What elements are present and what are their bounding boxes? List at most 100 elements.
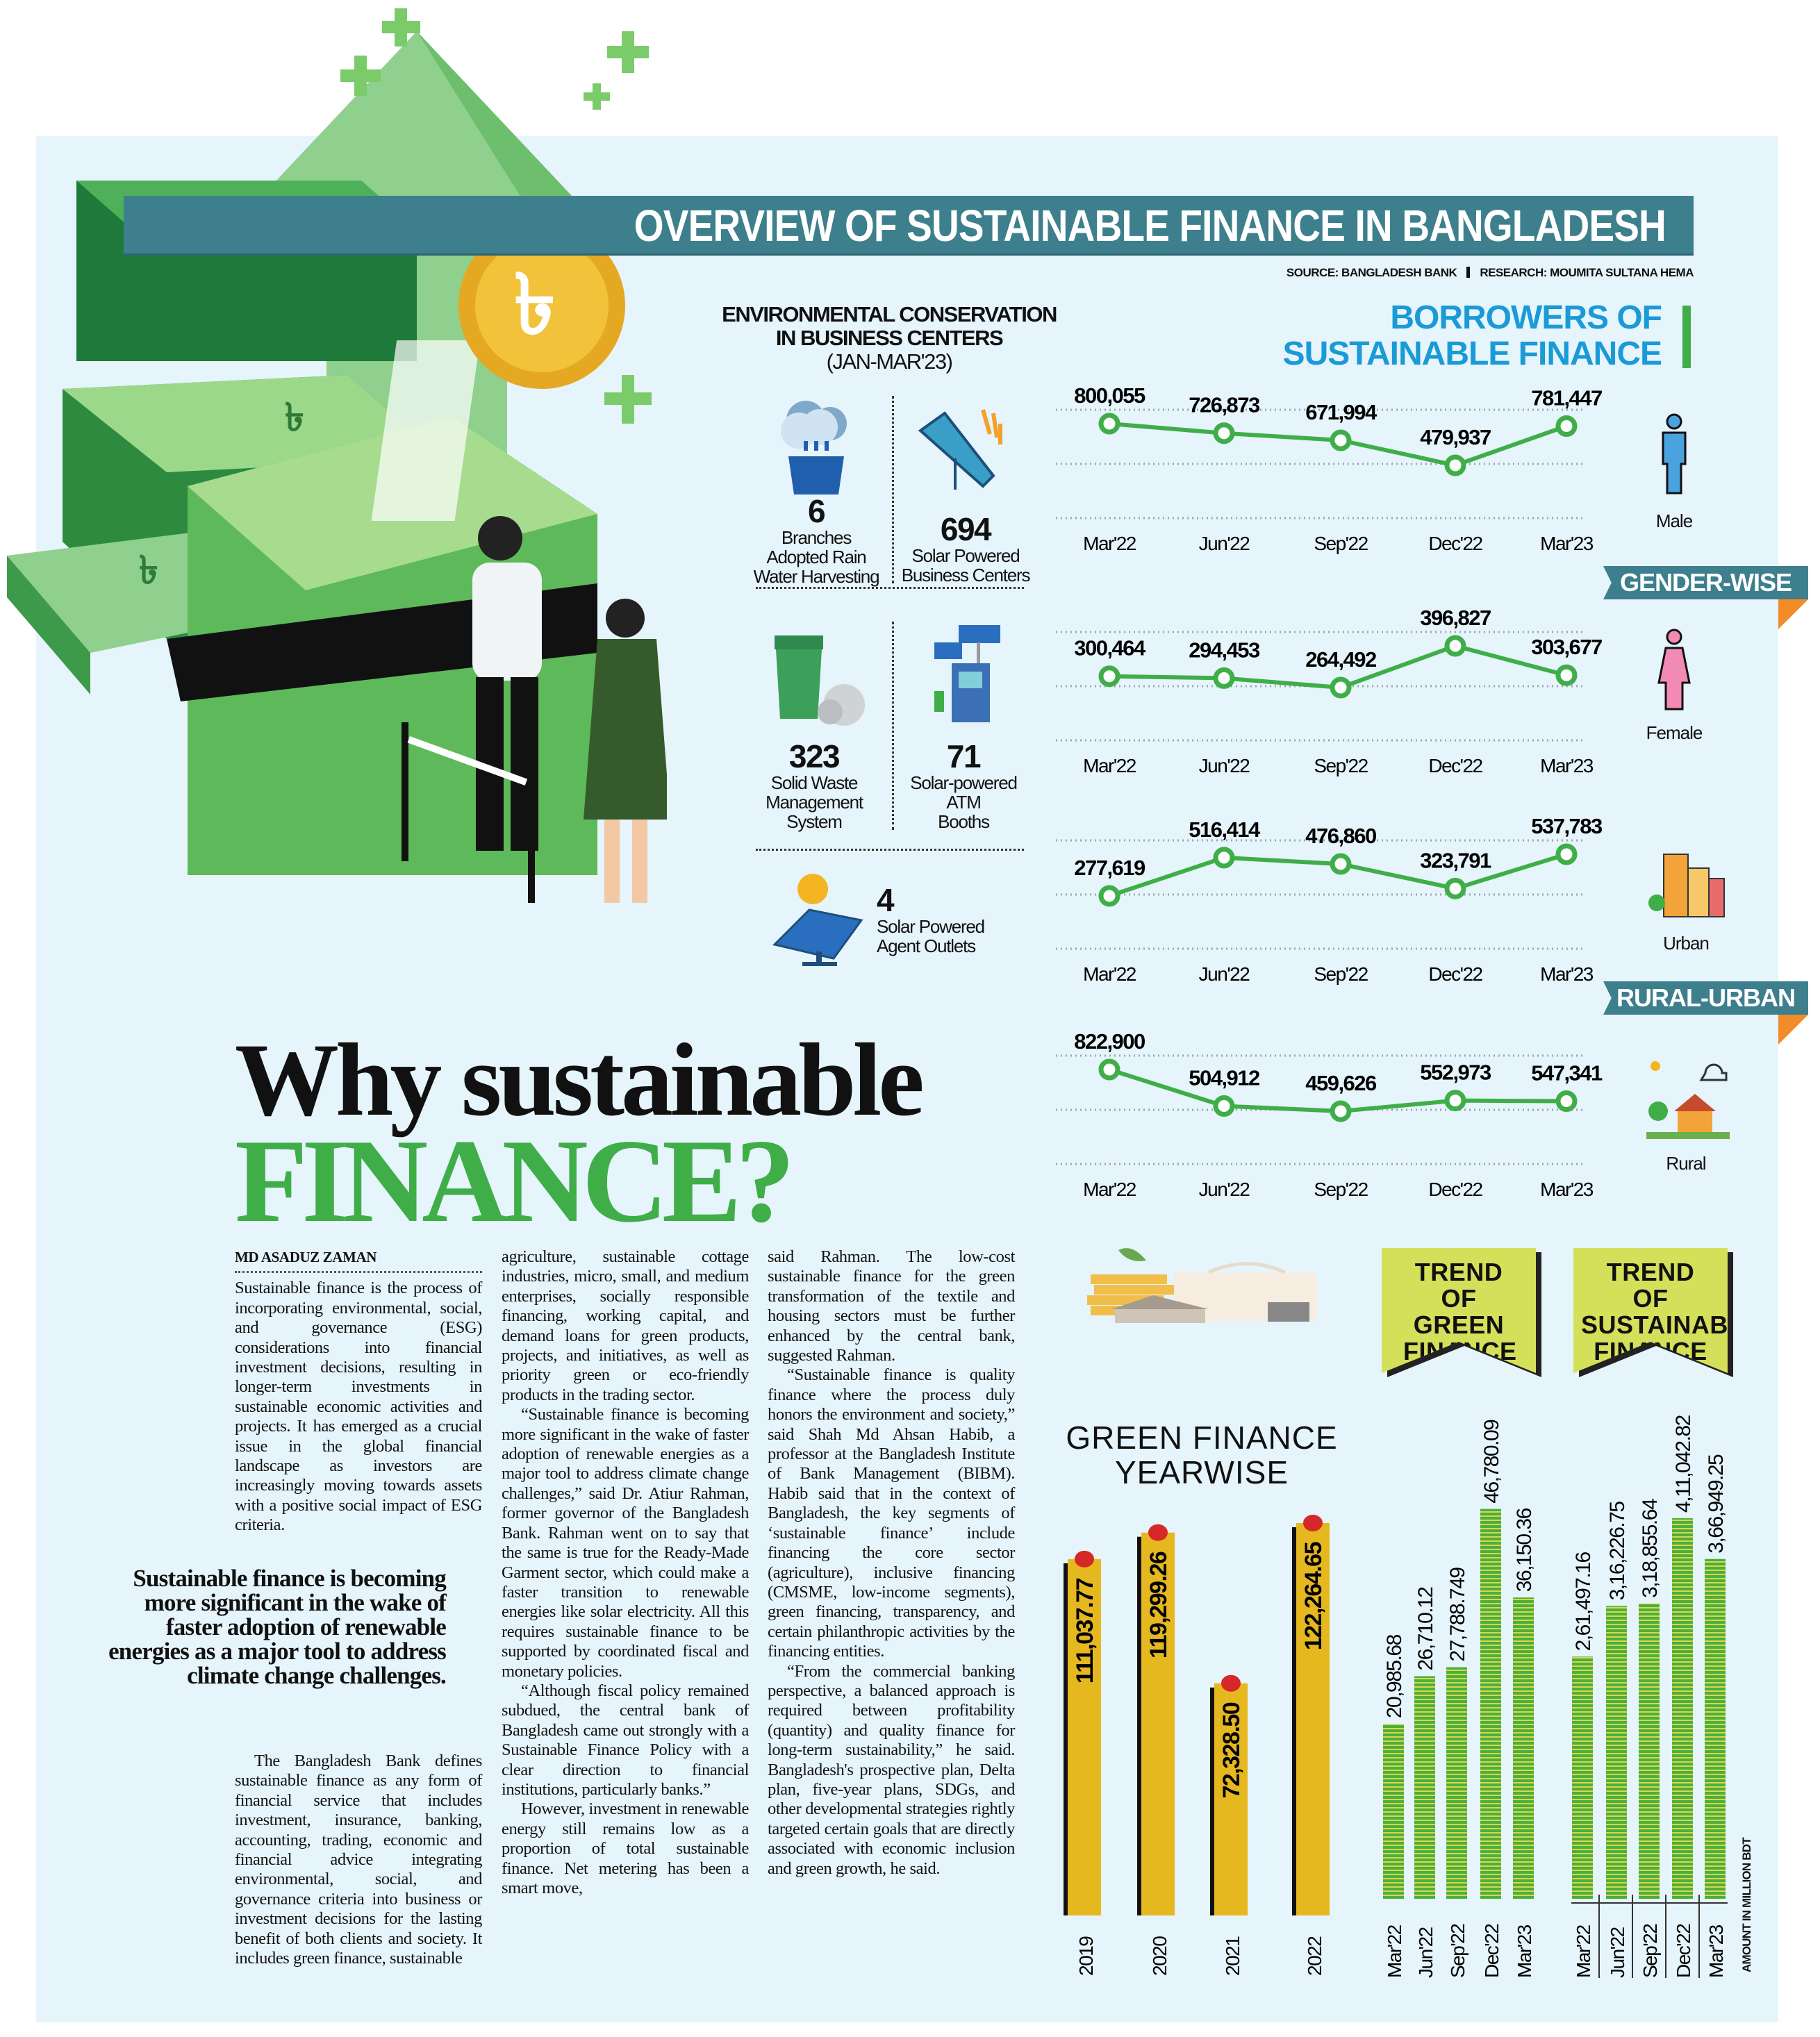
chart-title-line1: GREEN FINANCE (1066, 1420, 1338, 1456)
line-chart-urban: 277,619 Mar'22 516,414 Jun'22 476,860 Sep'22 3… (1056, 814, 1604, 985)
data-point (1444, 1090, 1466, 1112)
x-tick-label: Mar'23 (1540, 1179, 1594, 1200)
data-label: 294,453 (1189, 638, 1260, 662)
bar-value-label: 119,299.26 (1145, 1552, 1172, 1658)
page-title: OVERVIEW OF SUSTAINABLE FINANCE IN BANGL… (634, 201, 1666, 251)
bar-shadow (1292, 1527, 1298, 1915)
data-label: 781,447 (1531, 385, 1602, 410)
x-tick-label: Mar'23 (1540, 963, 1594, 985)
divider (756, 849, 1024, 851)
data-point (1555, 1090, 1578, 1113)
env-title-line1: ENVIRONMENTAL CONSERVATION (722, 302, 1057, 326)
bar (1446, 1667, 1467, 1899)
data-label: 547,341 (1531, 1061, 1603, 1086)
article-paragraph: “Sustainable finance is becoming more si… (502, 1405, 749, 1681)
x-tick-label: Sep'22 (1447, 1924, 1469, 1978)
ribbon-title-text: TREND OF SUSTAINABLE FINANCE (1581, 1258, 1761, 1365)
x-tick-label: Mar'22 (1083, 963, 1136, 985)
stat-label: Solar Powered Agent Outlets (877, 916, 985, 956)
bar (1672, 1518, 1693, 1899)
bar-value-label: 3,16,226.75 (1606, 1502, 1629, 1601)
gender-wise-tab: GENDER-WISE (1603, 566, 1808, 599)
bar-marker (1221, 1674, 1241, 1692)
data-label: 537,783 (1531, 814, 1603, 838)
title-accent-bar (1682, 306, 1691, 368)
bar-marker (1075, 1550, 1094, 1568)
waste-bin-icon (775, 635, 865, 726)
x-tick-label: 2021 (1222, 1936, 1243, 1976)
stat-value: 323 (788, 738, 841, 774)
article-paragraph: “From the commercial banking perspective… (768, 1661, 1015, 1878)
article-paragraph: “Sustainable finance is quality finance … (768, 1365, 1015, 1661)
plus-icons (340, 8, 652, 424)
x-tick-label: Jun'22 (1607, 1927, 1628, 1978)
x-tick-label: Mar'23 (1540, 755, 1594, 776)
unit-note: AMOUNT IN MILLION BDT (1740, 1838, 1753, 1972)
svg-text:৳: ৳ (285, 395, 304, 439)
stat-rain-harvesting: 6 Branches Adopted Rain Water Harvesting (747, 494, 886, 586)
rural-urban-tab: RURAL-URBAN (1603, 981, 1808, 1015)
bar (1480, 1508, 1501, 1899)
divider (756, 587, 1024, 589)
borrowers-title-line1: BORROWERS OF (1390, 299, 1662, 336)
female-icon (1657, 629, 1691, 710)
bar-value-label: 20,985.68 (1383, 1634, 1406, 1718)
borrowers-title-line2: SUSTAINABLE FINANCE (1282, 335, 1662, 372)
svg-text:৳: ৳ (139, 548, 158, 592)
data-label: 476,860 (1305, 824, 1376, 848)
data-label: 671,994 (1305, 400, 1378, 424)
divider (892, 396, 894, 583)
env-period: (JAN-MAR'23) (826, 349, 953, 374)
stat-solar-business-centers: 694 Solar Powered Business Centers (896, 513, 1035, 585)
data-point (1444, 454, 1466, 476)
data-point (1555, 664, 1578, 686)
headline-line2: FINANCE? (235, 1115, 795, 1247)
chart-title-line2: YEARWISE (1115, 1454, 1289, 1490)
svg-text:৳: ৳ (514, 258, 556, 351)
stat-solar-atm-booths: 71 Solar-powered ATM Booths (894, 740, 1033, 831)
bar-value-label: 27,788.749 (1446, 1568, 1469, 1662)
bar-value-label: 46,780.09 (1480, 1420, 1503, 1504)
x-tick-label: Sep'22 (1314, 963, 1368, 985)
article-column-1-continued: The Bangladesh Bank defines sustainable … (235, 1752, 482, 1968)
bar (1214, 1683, 1248, 1915)
rain-bucket-icon (781, 401, 847, 494)
bar (1141, 1532, 1175, 1915)
line-chart-female: 300,464 Mar'22 294,453 Jun'22 264,492 Sep'22 3… (1056, 606, 1603, 776)
stat-value: 6 (807, 493, 826, 529)
title-banner: OVERVIEW OF SUSTAINABLE FINANCE IN BANGL… (124, 196, 1694, 256)
data-label: 516,414 (1189, 817, 1261, 842)
line-chart-rural: 822,900 Mar'22 504,912 Jun'22 459,626 Sep'22 5… (1056, 1029, 1604, 1200)
urban-buildings-icon (1648, 854, 1725, 917)
people-icon (472, 516, 667, 903)
bar-value-label: 4,11,042.82 (1672, 1415, 1695, 1513)
pull-quote: Sustainable finance is becoming more sig… (108, 1565, 447, 1689)
urban-label: Urban (1663, 933, 1710, 954)
bar-shadow (1210, 1687, 1216, 1915)
data-label: 800,055 (1074, 383, 1145, 408)
byline: MD ASADUZ ZAMAN (235, 1247, 482, 1274)
data-label: 303,677 (1531, 635, 1602, 659)
bar-marker (1148, 1524, 1168, 1541)
bar (1705, 1558, 1726, 1899)
source-text: SOURCE: BANGLADESH BANK (1286, 266, 1457, 279)
data-label: 277,619 (1074, 856, 1145, 880)
x-tick-label: Dec'22 (1428, 533, 1482, 554)
article-column-2: agriculture, sustainable cottage industr… (502, 1247, 749, 1898)
stat-label: Solar-powered ATM Booths (910, 772, 1018, 832)
bar-value-label: 3,66,949.25 (1705, 1454, 1728, 1554)
x-tick-label: Dec'22 (1428, 755, 1482, 776)
article-paragraph: Sustainable finance is the process of in… (235, 1279, 482, 1535)
male-label: Male (1655, 510, 1693, 531)
data-point (1330, 1100, 1352, 1122)
bar-value-label: 36,150.36 (1513, 1508, 1536, 1592)
bar-shadow (1064, 1563, 1069, 1915)
data-point (1213, 1095, 1235, 1117)
stat-solar-agent-outlets: 4 Solar Powered Agent Outlets (877, 883, 1016, 956)
bar (1414, 1676, 1435, 1899)
article-paragraph: The Bangladesh Bank defines sustainable … (235, 1752, 482, 1968)
article-paragraph: However, investment in renewable energy … (502, 1799, 749, 1897)
stat-label: Solid Waste Management System (766, 772, 863, 832)
solar-atm-icon (934, 625, 1000, 722)
